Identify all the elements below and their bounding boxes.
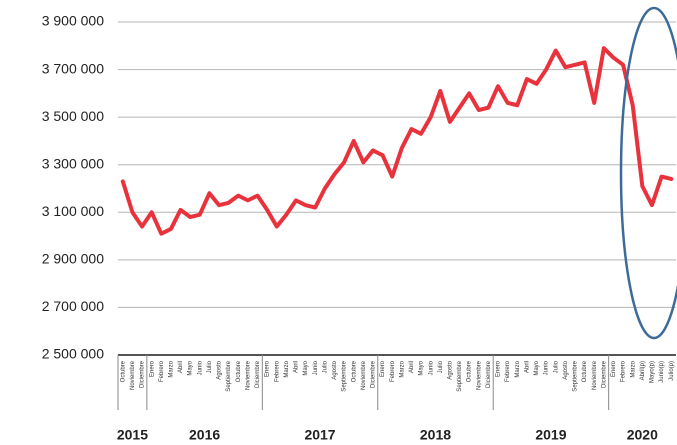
x-tick-label: Agosto [332,360,338,379]
y-tick-label: 2 900 000 [42,251,104,267]
x-tick-label: Julio [438,360,444,373]
x-tick-label: Marzo [168,360,174,377]
y-tick-label: 3 900 000 [42,13,104,29]
x-tick-label: Julio [207,360,213,373]
year-label: 2019 [535,427,566,443]
x-tick-label: Octubre [582,360,588,382]
x-tick-label: Junio [313,360,319,375]
x-tick-label: Abril [178,361,184,373]
x-tick-label: Mayo [534,360,540,375]
x-tick-label: Mayo(p) [650,361,656,383]
year-label: 2020 [627,427,658,443]
x-tick-label: Febrero [505,360,511,382]
year-label: 2017 [304,427,335,443]
x-tick-label: Diciembre [601,360,607,388]
x-tick-label: Octubre [236,360,242,382]
x-tick-label: Enero [265,360,271,377]
x-tick-label: Junio [197,360,203,375]
x-tick-label: Diciembre [255,360,261,388]
x-tick-label: Junio [428,360,434,375]
y-tick-label: 2 700 000 [42,298,104,314]
y-tick-label: 3 500 000 [42,108,104,124]
x-tick-label: Febrero [159,360,165,382]
x-tick-label: Marzo [515,360,521,377]
year-label: 2015 [117,427,148,443]
x-tick-label: Octubre [467,360,473,382]
x-tick-label: Noviembre [361,360,367,390]
x-tick-label: Febrero [390,360,396,382]
x-tick-label: Abril [524,361,530,373]
x-tick-label: Marzo [284,360,290,377]
x-tick-label: Diciembre [371,360,377,388]
x-tick-label: Abril [409,361,415,373]
x-tick-label: Enero [496,360,502,377]
x-tick-label: Mayo [303,360,309,375]
year-label: 2016 [189,427,220,443]
x-tick-label: Septiembre [226,360,232,391]
x-tick-label: Junio(p) [659,361,665,383]
x-tick-label: Noviembre [245,360,251,390]
x-tick-label: Abril [294,361,300,373]
y-tick-label: 3 700 000 [42,60,104,76]
x-tick-label: Junio [544,360,550,375]
x-tick-label: Septiembre [342,360,348,391]
y-tick-label: 3 300 000 [42,155,104,171]
x-tick-label: Mayo [188,360,194,375]
data-line [120,46,674,236]
x-tick-label: Octubre [120,360,126,382]
x-tick-label: Septiembre [573,360,579,391]
x-tick-label: Octubre [351,360,357,382]
x-tick-label: Marzo [399,360,405,377]
x-tick-label: Diciembre [140,360,146,388]
x-tick-label: Mayo [419,360,425,375]
x-tick-label: Noviembre [592,360,598,390]
x-tick-label: Febrero [621,360,627,382]
x-tick-label: Febrero [274,360,280,382]
x-tick-label: Agosto [563,360,569,379]
x-tick-label: Enero [380,360,386,377]
x-tick-label: Julio(p) [669,361,675,381]
x-tick-label: Julio [322,360,328,373]
x-tick-label: Enero [149,360,155,377]
y-tick-label: 2 500 000 [42,346,104,362]
x-tick-label: Enero [611,360,617,377]
x-tick-label: Julio [553,360,559,373]
x-tick-label: Noviembre [130,360,136,390]
x-tick-label: Septiembre [457,360,463,391]
x-tick-label: Agosto [447,360,453,379]
x-tick-label: Marzo [630,360,636,377]
highlight-ellipse [619,6,677,340]
x-tick-label: Abril(p) [640,361,646,380]
x-tick-label: Diciembre [486,360,492,388]
y-tick-label: 3 100 000 [42,203,104,219]
year-label: 2018 [420,427,451,443]
x-tick-label: Agosto [217,360,223,379]
x-tick-label: Noviembre [476,360,482,390]
